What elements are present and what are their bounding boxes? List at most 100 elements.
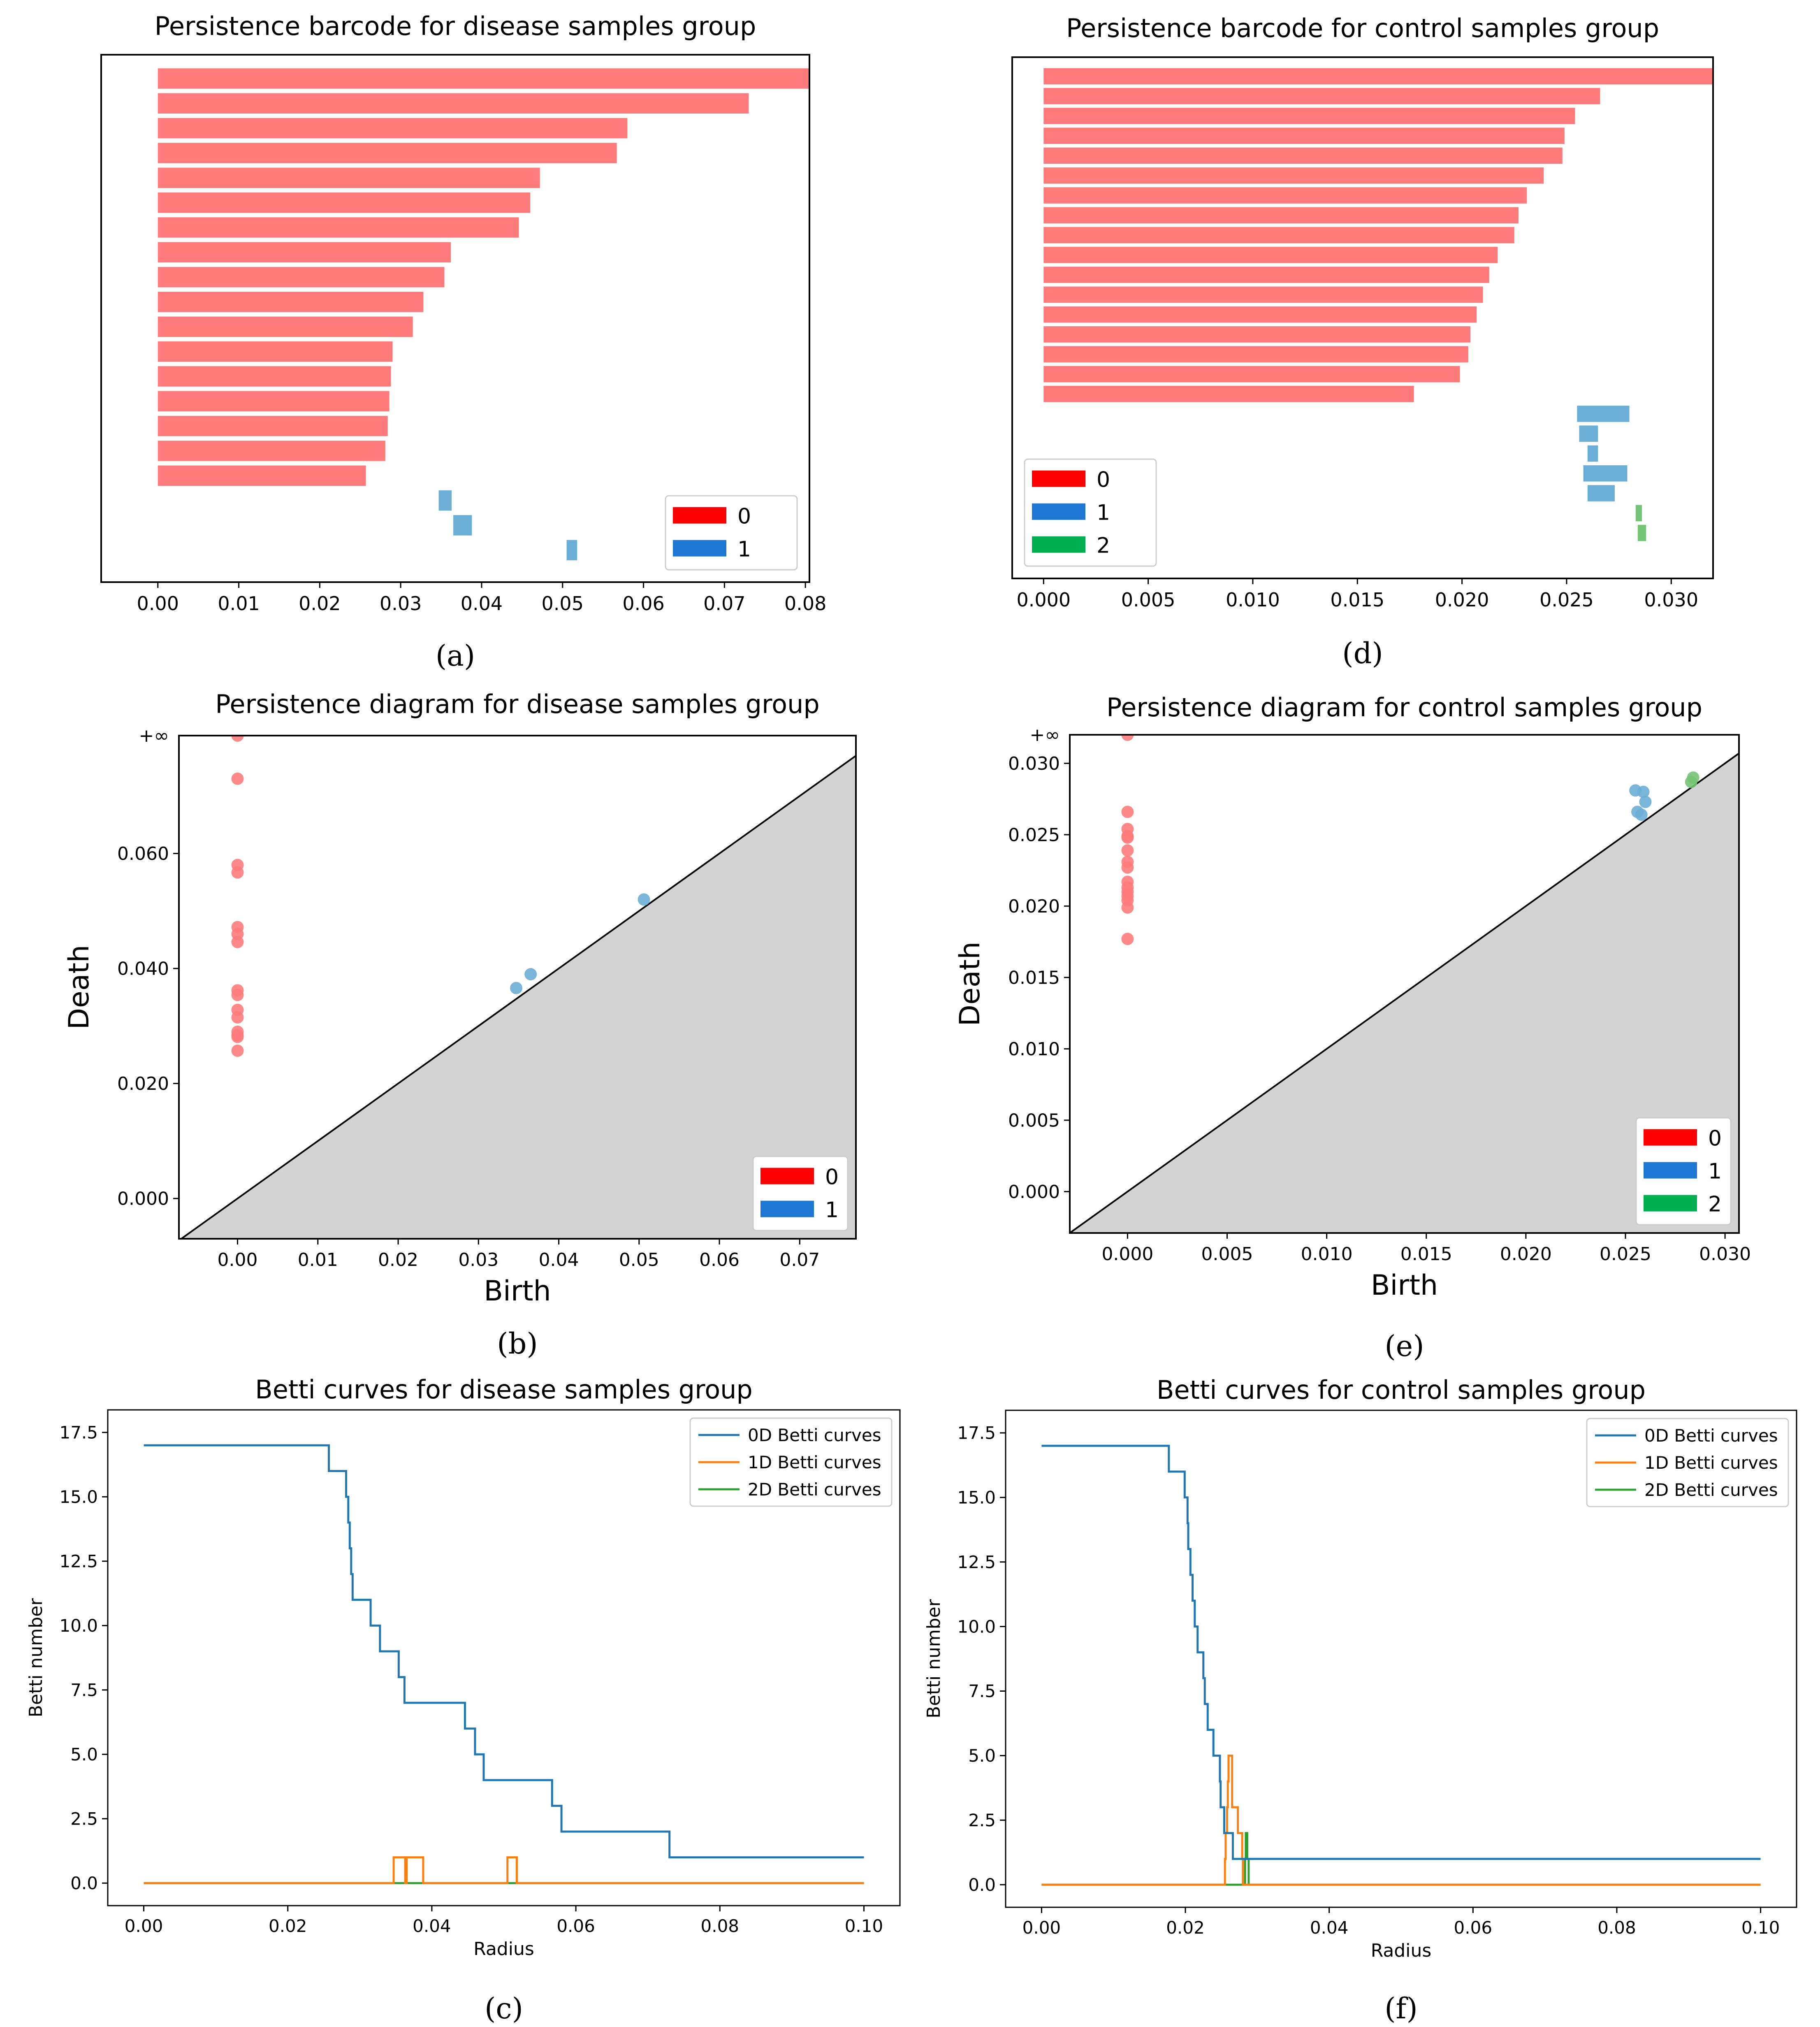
bar-dim0 — [1043, 267, 1489, 283]
series-line-0d — [144, 1444, 864, 1859]
bar-dim0 — [1043, 207, 1519, 223]
x-tick-label: 0.00 — [1022, 1918, 1061, 1938]
y-axis-label: Betti number — [26, 1598, 46, 1718]
bar-dim0 — [158, 441, 385, 461]
panel-caption: (a) — [436, 639, 475, 673]
bar-dim0 — [1043, 88, 1600, 104]
x-tick-label: 0.02 — [1166, 1918, 1205, 1938]
y-tick-label: 17.5 — [957, 1423, 996, 1443]
y-tick-label: 0.020 — [1008, 896, 1060, 917]
x-tick-label: 0.10 — [845, 1916, 883, 1936]
x-tick-label: 0.06 — [1454, 1918, 1493, 1938]
point-dim0 — [1121, 861, 1134, 874]
plot-frame — [178, 735, 857, 1240]
x-tick-label: 0.02 — [299, 592, 341, 615]
y-tick-label: 15.0 — [957, 1487, 996, 1507]
x-tick-label: 0.05 — [619, 1249, 659, 1270]
x-tick-label: 0.030 — [1644, 589, 1698, 611]
x-tick-label: 0.02 — [269, 1916, 307, 1936]
x-tick-label: 0.08 — [1597, 1918, 1636, 1938]
infinity-label: +∞ — [1029, 724, 1060, 745]
point-dim0 — [231, 772, 244, 785]
bar-dim0 — [1043, 326, 1470, 343]
x-tick-label: 0.05 — [542, 592, 584, 615]
legend-box — [689, 1417, 893, 1507]
legend-swatch-0 — [1032, 470, 1085, 487]
plot-area — [1070, 735, 1739, 1233]
x-tick-label: 0.06 — [556, 1916, 595, 1936]
legend-label-0d: 0D Betti curves — [1644, 1426, 1778, 1446]
betti-chart-f: 0.00 0.02 0.04 0.06 0.08 0.10 0.0 2.5 5.0 7.5 10.0… — [923, 1375, 1797, 2025]
diagram-chart-e: 0.000 0.005 0.010 0.015 0.020 0.025 0.030 0.000… — [954, 692, 1751, 1363]
x-tick-label: 0.04 — [539, 1249, 579, 1270]
x-tick-label: 0.01 — [298, 1249, 338, 1270]
x-axis-label: Radius — [1371, 1940, 1432, 1961]
plot-frame — [100, 54, 810, 583]
legend-label-1d: 1D Betti curves — [1644, 1453, 1778, 1473]
chart-title: Persistence diagram for disease samples … — [215, 689, 819, 719]
bar-dim0 — [158, 118, 628, 139]
y-axis-label: Death — [954, 942, 986, 1026]
legend-swatch-0 — [673, 507, 726, 524]
series-line-2d — [1041, 1832, 1761, 1886]
bar-dim1 — [1579, 425, 1598, 442]
y-tick-label: 0.000 — [117, 1189, 169, 1210]
series-line-1d — [1041, 1754, 1761, 1886]
legend-label-2: 2 — [1097, 534, 1110, 558]
y-tick-label: 12.5 — [59, 1551, 98, 1571]
bar-dim0 — [1043, 227, 1514, 244]
bar-dim0 — [158, 366, 391, 387]
legend-swatch-0 — [760, 1168, 814, 1184]
y-tick-label: 15.0 — [59, 1487, 98, 1507]
legend-label-0d: 0D Betti curves — [748, 1425, 881, 1445]
x-tick-label: 0.005 — [1201, 1244, 1253, 1265]
bar-dim0 — [158, 292, 424, 312]
x-tick-label: 0.03 — [458, 1249, 498, 1270]
y-tick-label: 0.000 — [1008, 1182, 1060, 1203]
x-tick-label: 0.000 — [1101, 1244, 1153, 1265]
y-tick-label: 5.0 — [70, 1744, 98, 1765]
bar-dim0 — [1043, 108, 1575, 124]
x-tick-label: 0.07 — [779, 1249, 820, 1270]
y-tick-label: 0.025 — [1008, 824, 1060, 845]
bar-dim1 — [453, 515, 472, 536]
legend-label-2: 2 — [1708, 1192, 1722, 1217]
point-dim1 — [510, 982, 523, 994]
y-axis-label: Betti number — [923, 1599, 944, 1718]
chart-title: Betti curves for control samples group — [1157, 1375, 1646, 1405]
legend-swatch-0 — [1644, 1129, 1697, 1146]
bar-dim0 — [1043, 68, 1713, 85]
y-tick-label: 0.040 — [117, 958, 169, 979]
x-axis-label: Birth — [484, 1275, 551, 1307]
bar-dim1 — [1577, 406, 1630, 422]
point-dim0 — [231, 866, 244, 879]
x-tick-label: 0.030 — [1699, 1244, 1751, 1265]
y-tick-label: 0.030 — [1008, 753, 1060, 774]
bar-dim1 — [1583, 465, 1628, 482]
bar-dim0 — [158, 68, 809, 89]
legend-swatch-1 — [760, 1200, 814, 1217]
legend-label-0: 0 — [1097, 468, 1110, 492]
legend-label-2d: 2D Betti curves — [1644, 1480, 1778, 1500]
bar-dim0 — [1043, 147, 1563, 164]
panel-caption: (c) — [485, 1992, 523, 2025]
point-dim0 — [1121, 806, 1134, 818]
x-tick-label: 0.00 — [218, 1249, 258, 1270]
x-tick-label: 0.08 — [701, 1916, 740, 1936]
legend-label-1: 1 — [1708, 1159, 1722, 1184]
panel-caption: (e) — [1384, 1329, 1424, 1363]
bar-dim0 — [1043, 128, 1565, 144]
x-axis-label: Radius — [473, 1939, 534, 1960]
plot-frame — [1005, 1409, 1797, 1908]
bar-dim0 — [158, 242, 451, 262]
y-tick-label: 0.015 — [1008, 967, 1060, 988]
bar-dim2 — [1637, 525, 1646, 541]
x-axis-label: Birth — [1371, 1269, 1438, 1302]
legend-label-1: 1 — [737, 537, 751, 562]
plot-area — [179, 736, 856, 1239]
x-tick-label: 0.015 — [1330, 589, 1384, 611]
point-dim0 — [231, 1011, 244, 1024]
y-tick-label: 0.060 — [117, 843, 169, 864]
x-tick-label: 0.025 — [1600, 1244, 1651, 1265]
bar-dim2 — [1635, 505, 1642, 521]
